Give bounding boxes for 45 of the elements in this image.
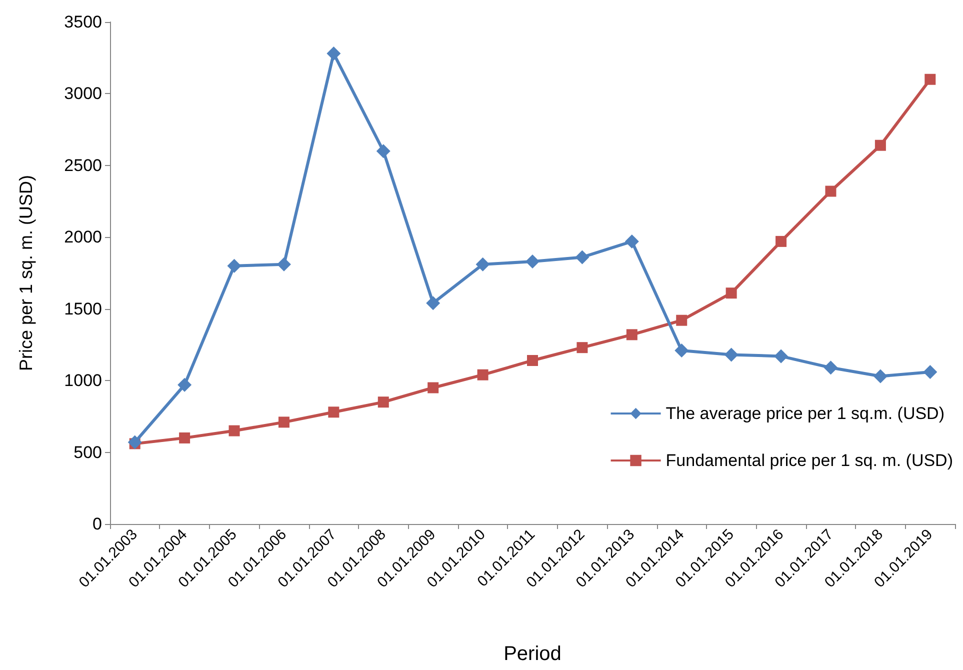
point [227, 258, 242, 273]
y-tick-label: 2500 [64, 156, 102, 175]
point [923, 364, 938, 379]
y-tick-label: 0 [92, 514, 102, 534]
point [824, 360, 838, 375]
y-axis-title: Price per 1 sq. m. (USD) [16, 174, 36, 372]
y-tick-label: 2000 [64, 228, 102, 247]
point [825, 186, 836, 197]
point [774, 349, 788, 364]
point [526, 254, 540, 269]
point [276, 257, 291, 272]
y-tick-label: 1500 [64, 299, 102, 318]
x-axis-title: Period [504, 643, 562, 665]
point [776, 236, 787, 247]
point [676, 314, 688, 326]
point [228, 425, 240, 436]
y-tick-label: 1000 [64, 371, 102, 390]
point [428, 382, 439, 394]
point [724, 348, 738, 362]
point [624, 234, 639, 248]
legend-label: The average price per 1 sq.m. (USD) [666, 404, 945, 423]
point [626, 329, 638, 340]
point [179, 432, 190, 444]
point [477, 369, 488, 380]
point [576, 342, 588, 354]
legend-label: Fundamental price per 1 sq. m. (USD) [666, 451, 954, 470]
point [328, 406, 340, 418]
point [378, 396, 389, 408]
point [476, 257, 490, 272]
y-tick-label: 3000 [64, 84, 102, 104]
point [924, 74, 936, 85]
point [874, 140, 886, 151]
point [376, 144, 390, 158]
point [575, 250, 590, 264]
point [326, 46, 341, 61]
point [527, 354, 538, 366]
point [726, 288, 737, 299]
point [178, 378, 192, 392]
point [873, 369, 888, 384]
point [278, 416, 290, 428]
point [128, 435, 142, 450]
y-tick-label: 500 [74, 442, 102, 462]
point [674, 343, 689, 358]
y-tick-label: 3500 [64, 12, 102, 32]
point [426, 296, 440, 310]
